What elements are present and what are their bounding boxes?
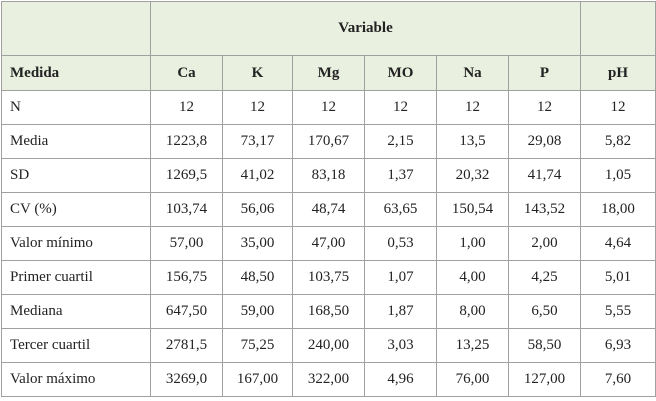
table-cell: 2781,5	[150, 328, 223, 363]
table-cell: 83,18	[292, 158, 365, 193]
table-cell: 4,25	[507, 260, 582, 295]
table-row: Primer cuartil 156,75 48,50 103,75 1,07 4,00 4…	[1, 260, 656, 295]
table-row: Valor máximo 3269,0 167,00 322,00 4,96 76,00 1…	[1, 362, 656, 397]
row-label: Valor mínimo	[1, 226, 151, 261]
table-cell: 1,05	[580, 158, 656, 193]
table-cell: 167,00	[222, 362, 293, 397]
table-cell: 4,96	[364, 362, 437, 397]
table-cell: 48,74	[292, 192, 365, 227]
column-header: Mg	[292, 55, 365, 91]
column-header: P	[507, 55, 582, 91]
table-cell: 6,93	[580, 328, 656, 363]
table-cell: 3,03	[364, 328, 437, 363]
table-cell: 29,08	[507, 124, 582, 159]
table-cell: 0,53	[364, 226, 437, 261]
table-cell: 12	[150, 90, 223, 125]
table-cell: 240,00	[292, 328, 365, 363]
table-cell: 57,00	[150, 226, 223, 261]
table-row: Valor mínimo 57,00 35,00 47,00 0,53 1,00 2,00 4…	[1, 226, 656, 261]
row-label: Primer cuartil	[1, 260, 151, 295]
table-cell: 13,5	[436, 124, 509, 159]
table-cell: 12	[507, 90, 582, 125]
column-header: Medida	[1, 55, 151, 91]
column-header: Ca	[150, 55, 223, 91]
table-row: SD 1269,5 41,02 83,18 1,37 20,32 41,74 1,05	[1, 158, 656, 193]
row-label: CV (%)	[1, 192, 151, 227]
column-header: Na	[436, 55, 509, 91]
table-row: CV (%) 103,74 56,06 48,74 63,65 150,54 143,52 1…	[1, 192, 656, 227]
table-row: Media 1223,8 73,17 170,67 2,15 13,5 29,08 5,82	[1, 124, 656, 159]
group-header: Variable	[149, 1, 582, 56]
table-row: N 12 12 12 12 12 12 12	[1, 90, 656, 125]
column-header: pH	[580, 55, 656, 91]
row-label: Valor máximo	[1, 362, 151, 397]
empty-cell	[1, 1, 151, 56]
table-cell: 647,50	[150, 294, 223, 329]
table-cell: 2,00	[507, 226, 582, 261]
table-cell: 4,00	[436, 260, 509, 295]
table-cell: 1,37	[364, 158, 437, 193]
row-label: N	[1, 90, 151, 125]
table-cell: 127,00	[507, 362, 582, 397]
table-cell: 103,75	[292, 260, 365, 295]
table-cell: 20,32	[436, 158, 509, 193]
table-cell: 150,54	[436, 192, 509, 227]
table-body: N 12 12 12 12 12 12 12 Media 1223,8 73,17 170,67 2,1…	[1, 90, 656, 397]
table-cell: 35,00	[222, 226, 293, 261]
column-header: MO	[364, 55, 437, 91]
table-cell: 56,06	[222, 192, 293, 227]
table-cell: 1223,8	[150, 124, 223, 159]
table-cell: 75,25	[222, 328, 293, 363]
table-cell: 5,01	[580, 260, 656, 295]
table-cell: 7,60	[580, 362, 656, 397]
table-row: Tercer cuartil 2781,5 75,25 240,00 3,03 13,25…	[1, 328, 656, 363]
table-cell: 1,87	[364, 294, 437, 329]
table-cell: 12	[580, 90, 656, 125]
row-label: Tercer cuartil	[1, 328, 151, 363]
table-cell: 168,50	[292, 294, 365, 329]
table-cell: 41,02	[222, 158, 293, 193]
table-cell: 58,50	[507, 328, 582, 363]
table-cell: 13,25	[436, 328, 509, 363]
row-label: Media	[1, 124, 151, 159]
table-cell: 12	[436, 90, 509, 125]
column-header: K	[222, 55, 293, 91]
table-cell: 12	[364, 90, 437, 125]
table-cell: 41,74	[507, 158, 582, 193]
table-cell: 4,64	[580, 226, 656, 261]
table-cell: 12	[292, 90, 365, 125]
table-cell: 2,15	[364, 124, 437, 159]
table-cell: 73,17	[222, 124, 293, 159]
table-row: Mediana 647,50 59,00 168,50 1,87 8,00 6,50 5,55	[1, 294, 656, 329]
table-cell: 6,50	[507, 294, 582, 329]
row-label: SD	[1, 158, 151, 193]
table-cell: 1,00	[436, 226, 509, 261]
table-cell: 8,00	[436, 294, 509, 329]
table-cell: 3269,0	[150, 362, 223, 397]
table-cell: 18,00	[580, 192, 656, 227]
table-cell: 143,52	[507, 192, 582, 227]
table-cell: 47,00	[292, 226, 365, 261]
empty-cell	[580, 1, 656, 56]
row-label: Mediana	[1, 294, 151, 329]
table-cell: 5,82	[580, 124, 656, 159]
table-cell: 5,55	[580, 294, 656, 329]
table-cell: 59,00	[222, 294, 293, 329]
table-cell: 156,75	[150, 260, 223, 295]
table-cell: 12	[222, 90, 293, 125]
group-header-row: Variable	[1, 1, 656, 56]
table-cell: 63,65	[364, 192, 437, 227]
table-cell: 322,00	[292, 362, 365, 397]
table-cell: 76,00	[436, 362, 509, 397]
table-cell: 48,50	[222, 260, 293, 295]
table-cell: 1269,5	[150, 158, 223, 193]
table-cell: 103,74	[150, 192, 223, 227]
table-cell: 1,07	[364, 260, 437, 295]
table-cell: 170,67	[292, 124, 365, 159]
